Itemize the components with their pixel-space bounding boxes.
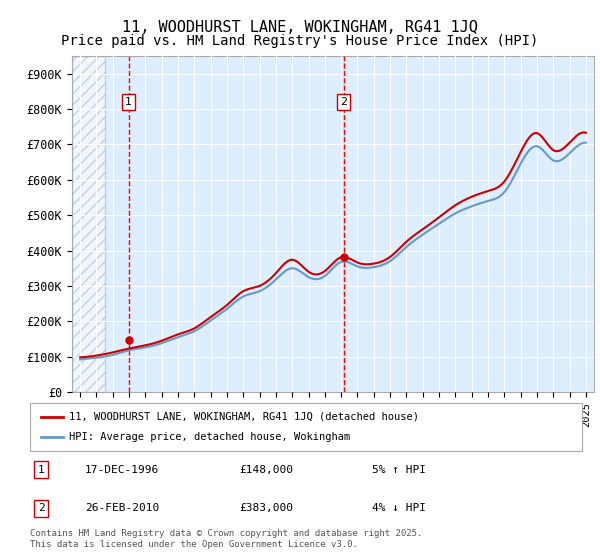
Text: 11, WOODHURST LANE, WOKINGHAM, RG41 1JQ: 11, WOODHURST LANE, WOKINGHAM, RG41 1JQ bbox=[122, 20, 478, 35]
Text: £148,000: £148,000 bbox=[240, 465, 294, 475]
Text: 1: 1 bbox=[125, 97, 132, 107]
Text: 5% ↑ HPI: 5% ↑ HPI bbox=[372, 465, 426, 475]
FancyBboxPatch shape bbox=[30, 403, 582, 451]
Text: Contains HM Land Registry data © Crown copyright and database right 2025.
This d: Contains HM Land Registry data © Crown c… bbox=[30, 529, 422, 549]
Text: 2: 2 bbox=[340, 97, 347, 107]
Text: 1: 1 bbox=[38, 465, 44, 475]
Text: Price paid vs. HM Land Registry's House Price Index (HPI): Price paid vs. HM Land Registry's House … bbox=[61, 34, 539, 48]
Text: 4% ↓ HPI: 4% ↓ HPI bbox=[372, 503, 426, 513]
Bar bbox=[72, 56, 104, 392]
Text: £383,000: £383,000 bbox=[240, 503, 294, 513]
Text: 26-FEB-2010: 26-FEB-2010 bbox=[85, 503, 160, 513]
Text: HPI: Average price, detached house, Wokingham: HPI: Average price, detached house, Woki… bbox=[68, 432, 350, 442]
Text: 11, WOODHURST LANE, WOKINGHAM, RG41 1JQ (detached house): 11, WOODHURST LANE, WOKINGHAM, RG41 1JQ … bbox=[68, 412, 419, 422]
Text: 17-DEC-1996: 17-DEC-1996 bbox=[85, 465, 160, 475]
Text: 2: 2 bbox=[38, 503, 44, 513]
